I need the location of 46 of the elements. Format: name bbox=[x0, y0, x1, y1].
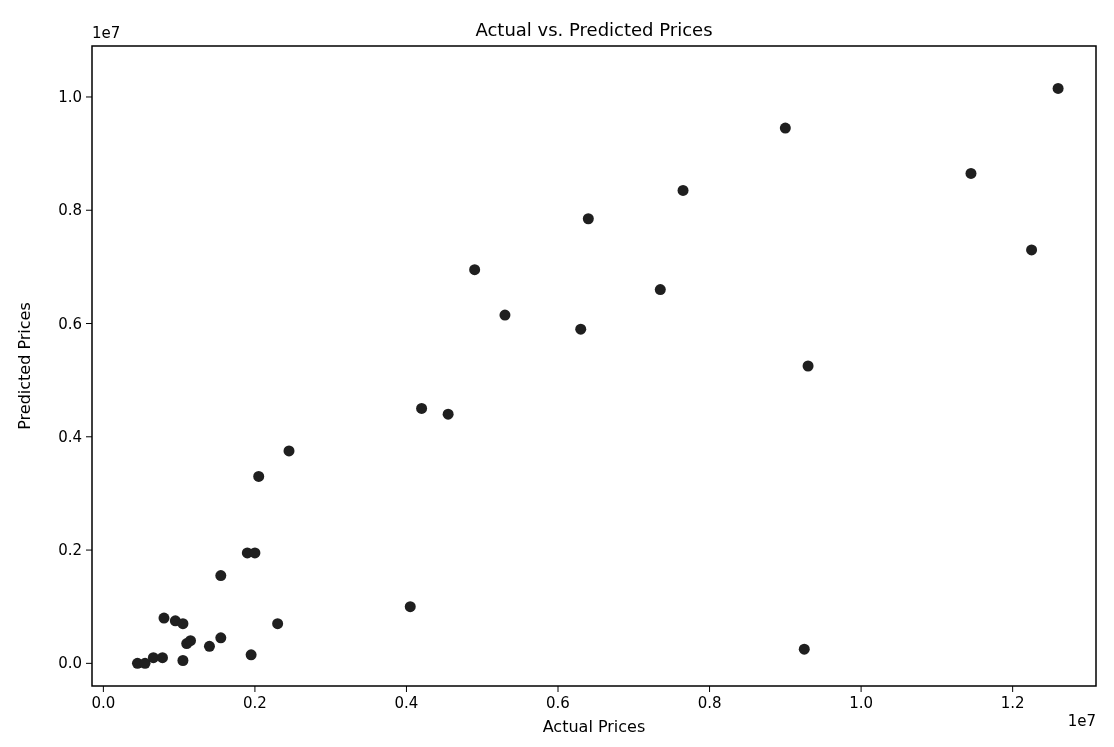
x-tick-label: 1.0 bbox=[849, 694, 874, 712]
point bbox=[575, 323, 587, 335]
y-tick-label: 0.4 bbox=[58, 427, 82, 446]
text: 1e7 bbox=[1067, 712, 1096, 730]
x-tick-label: 0.4 bbox=[394, 694, 419, 712]
point bbox=[404, 601, 416, 613]
point bbox=[177, 655, 189, 667]
point bbox=[203, 640, 215, 652]
point bbox=[965, 167, 977, 179]
point bbox=[582, 213, 594, 225]
point bbox=[802, 360, 814, 372]
point bbox=[185, 635, 197, 647]
point bbox=[654, 284, 666, 296]
y-tick-label: 0.0 bbox=[58, 654, 82, 673]
point bbox=[215, 632, 227, 644]
point bbox=[177, 618, 189, 630]
chart-title: Actual vs. Predicted Prices bbox=[475, 19, 713, 40]
y-tick-label: 0.6 bbox=[58, 314, 82, 333]
x-tick-label: 0.6 bbox=[546, 694, 570, 712]
point bbox=[469, 264, 481, 276]
point bbox=[499, 309, 511, 321]
point bbox=[779, 122, 791, 134]
y-axis-title: Predicted Prices bbox=[15, 302, 34, 430]
x-tick-label: 1.2 bbox=[1000, 694, 1025, 712]
point bbox=[156, 652, 168, 664]
point bbox=[798, 643, 810, 655]
y-tick-label: 0.8 bbox=[58, 201, 82, 220]
point bbox=[416, 402, 428, 414]
point bbox=[253, 470, 265, 482]
y-tick-label: 1.0 bbox=[58, 87, 82, 106]
x-tick-label: 0.0 bbox=[91, 694, 116, 712]
point bbox=[283, 445, 295, 457]
point bbox=[272, 618, 284, 630]
x-tick-label: 0.8 bbox=[697, 694, 722, 712]
y-tick-label: 0.2 bbox=[58, 541, 82, 560]
point bbox=[1052, 82, 1064, 94]
point bbox=[245, 649, 257, 661]
text: 1e7 bbox=[92, 24, 121, 42]
point bbox=[215, 570, 227, 582]
point bbox=[158, 612, 170, 624]
point bbox=[1026, 244, 1038, 256]
x-tick-label: 0.2 bbox=[242, 694, 267, 712]
point bbox=[147, 652, 159, 664]
point bbox=[442, 408, 454, 420]
point bbox=[677, 184, 689, 196]
x-axis-title: Actual Prices bbox=[542, 717, 646, 736]
